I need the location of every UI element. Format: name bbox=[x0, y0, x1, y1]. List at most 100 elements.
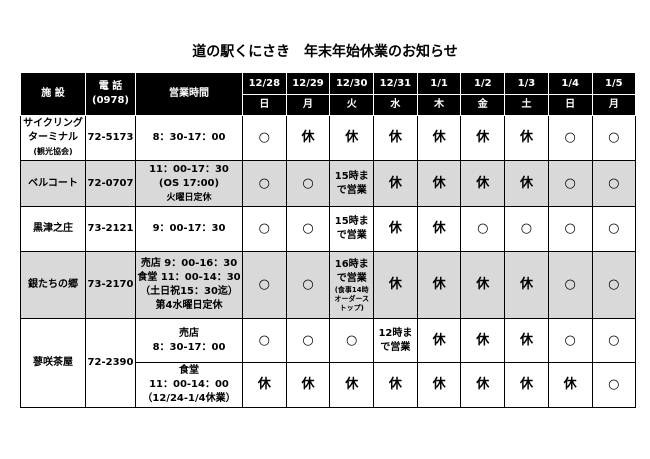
header-weekday: 月 bbox=[285, 94, 331, 116]
day-status: 休 bbox=[373, 206, 418, 252]
header-hours: 営業時間 bbox=[135, 72, 243, 116]
day-status: ○ bbox=[547, 318, 593, 363]
facility-name: ベルコート bbox=[20, 160, 86, 207]
header-weekday: 水 bbox=[373, 94, 418, 116]
facility-name: 黒津之庄 bbox=[20, 206, 86, 252]
header-date: 1/3 bbox=[504, 72, 549, 95]
day-status: ○ bbox=[285, 206, 331, 252]
day-status: 休 bbox=[504, 318, 549, 363]
day-status: ○ bbox=[547, 115, 593, 161]
day-status: ○ bbox=[547, 160, 593, 207]
holiday-schedule-table: 施 設電 話 (0978) 営業時間 12/28 12/29 12/30 12/31 1/1 1… bbox=[20, 72, 637, 408]
header-weekday: 土 bbox=[504, 94, 549, 116]
day-status: ○ bbox=[242, 318, 287, 363]
day-status: 休 bbox=[329, 362, 375, 408]
header-date: 1/4 bbox=[547, 72, 593, 95]
facility-name: 銀たちの郷 bbox=[20, 251, 86, 319]
day-status: ○ bbox=[242, 115, 287, 161]
day-status: ○ bbox=[242, 160, 287, 207]
day-status: ○ bbox=[547, 206, 593, 252]
day-status: 休 bbox=[416, 318, 462, 363]
table-row: 食堂 11：00-14：00 （12/24-1/4休業）休休休休休休休休 ○ bbox=[21, 362, 637, 408]
day-status: 休 bbox=[460, 251, 506, 319]
day-status: ○ bbox=[285, 160, 331, 207]
table-row: 銀たちの郷 73-2170 売店 9：00-16：30 食堂 11：00-14：30 （… bbox=[20, 251, 637, 319]
facility-name: サイクリング ターミナル (観光協会) bbox=[20, 115, 86, 161]
day-status: 休 bbox=[416, 206, 462, 252]
day-status: 休 bbox=[373, 251, 418, 319]
page-title: 道の駅くにさき 年末年始休業のお知らせ bbox=[192, 44, 458, 60]
day-status: 休 bbox=[460, 160, 506, 207]
day-status: 15時まで営業 bbox=[329, 160, 375, 207]
table-row: ベルコート 72-0707 11：00-17：30 (OS 17:00) 火曜日定休 ○ ○… bbox=[20, 160, 637, 207]
header-weekday: 月 bbox=[591, 94, 637, 116]
day-status: 休 bbox=[416, 160, 462, 207]
day-status: 休 bbox=[285, 362, 331, 408]
facility-name: 蓼咲茶屋 bbox=[20, 318, 86, 408]
day-status: 休 bbox=[460, 318, 506, 363]
header-date: 1/1 bbox=[416, 72, 462, 95]
table-row: 黒津之庄 73-2121 9：00-17：30 ○ ○ 15時まで営業休休 ○ ○ ○ ○ bbox=[20, 206, 637, 252]
header-weekday: 日 bbox=[242, 94, 287, 116]
header-facility: 施 設 bbox=[20, 72, 86, 116]
day-status: 休 bbox=[547, 362, 593, 408]
day-status: ○ bbox=[547, 251, 593, 319]
day-status: ○ bbox=[460, 206, 506, 252]
business-hours: 食堂 11：00-14：00 （12/24-1/4休業） bbox=[135, 362, 243, 408]
header-date: 1/2 bbox=[460, 72, 506, 95]
day-status: ○ bbox=[504, 206, 549, 252]
business-hours: 11：00-17：30 (OS 17:00) 火曜日定休 bbox=[135, 160, 243, 207]
header-weekday: 火 bbox=[329, 94, 375, 116]
header-date: 12/29 bbox=[285, 72, 331, 95]
day-status: ○ bbox=[591, 160, 637, 207]
day-status: ○ bbox=[591, 206, 637, 252]
day-status: 休 bbox=[504, 362, 549, 408]
day-status: ○ bbox=[285, 251, 331, 319]
day-status: ○ bbox=[591, 115, 637, 161]
header-weekday: 金 bbox=[460, 94, 506, 116]
day-status: 休 bbox=[329, 115, 375, 161]
header-phone: 電 話 (0978) bbox=[85, 72, 136, 116]
day-status: ○ bbox=[242, 251, 287, 319]
day-status: ○ bbox=[242, 206, 287, 252]
header-weekday: 日 bbox=[547, 94, 593, 116]
day-status: 休 bbox=[373, 160, 418, 207]
day-status: ○ bbox=[591, 318, 637, 363]
day-status: 休 bbox=[504, 160, 549, 207]
day-status: 休 bbox=[285, 115, 331, 161]
day-status: 休 bbox=[373, 362, 418, 408]
day-status: 16時まで営業 (食事14時オーダーストップ) bbox=[329, 251, 375, 319]
day-status: 休 bbox=[460, 115, 506, 161]
day-status: 休 bbox=[373, 115, 418, 161]
phone-number: 73-2170 bbox=[85, 251, 136, 319]
business-hours: 8：30-17：00 bbox=[135, 115, 243, 161]
table-row: 蓼咲茶屋 72-2390 売店 8：30-17：00 ○ ○ ○ 12時まで営業休休休 ○ ○ bbox=[20, 318, 637, 408]
phone-number: 72-5173 bbox=[85, 115, 136, 161]
day-status: 休 bbox=[416, 115, 462, 161]
business-hours: 売店 8：30-17：00 bbox=[135, 318, 243, 363]
header-date: 12/30 bbox=[329, 72, 375, 95]
business-hours: 9：00-17：30 bbox=[135, 206, 243, 252]
day-status: 15時まで営業 bbox=[329, 206, 375, 252]
header-date: 1/5 bbox=[591, 72, 637, 95]
day-status: 12時まで営業 bbox=[373, 318, 418, 363]
status-note: (食事14時オーダーストップ) bbox=[334, 285, 370, 312]
phone-number: 73-2121 bbox=[85, 206, 136, 252]
table-row: サイクリング ターミナル (観光協会) 72-5173 8：30-17：00 ○ 休休休休休… bbox=[20, 115, 637, 161]
phone-number: 72-0707 bbox=[85, 160, 136, 207]
day-status: 休 bbox=[242, 362, 287, 408]
header-date: 12/31 bbox=[373, 72, 418, 95]
day-status: ○ bbox=[591, 251, 637, 319]
day-status: 休 bbox=[416, 362, 462, 408]
day-status: ○ bbox=[591, 362, 637, 408]
day-status: ○ bbox=[285, 318, 331, 363]
day-status: 休 bbox=[416, 251, 462, 319]
header-date: 12/28 bbox=[242, 72, 287, 95]
day-status: 休 bbox=[460, 362, 506, 408]
day-status: 休 bbox=[504, 251, 549, 319]
day-status: ○ bbox=[329, 318, 375, 363]
business-hours: 売店 9：00-16：30 食堂 11：00-14：30 （土日祝15：30迄） 第4… bbox=[135, 251, 243, 319]
header-weekday: 木 bbox=[416, 94, 462, 116]
day-status: 休 bbox=[504, 115, 549, 161]
phone-number: 72-2390 bbox=[85, 318, 136, 408]
